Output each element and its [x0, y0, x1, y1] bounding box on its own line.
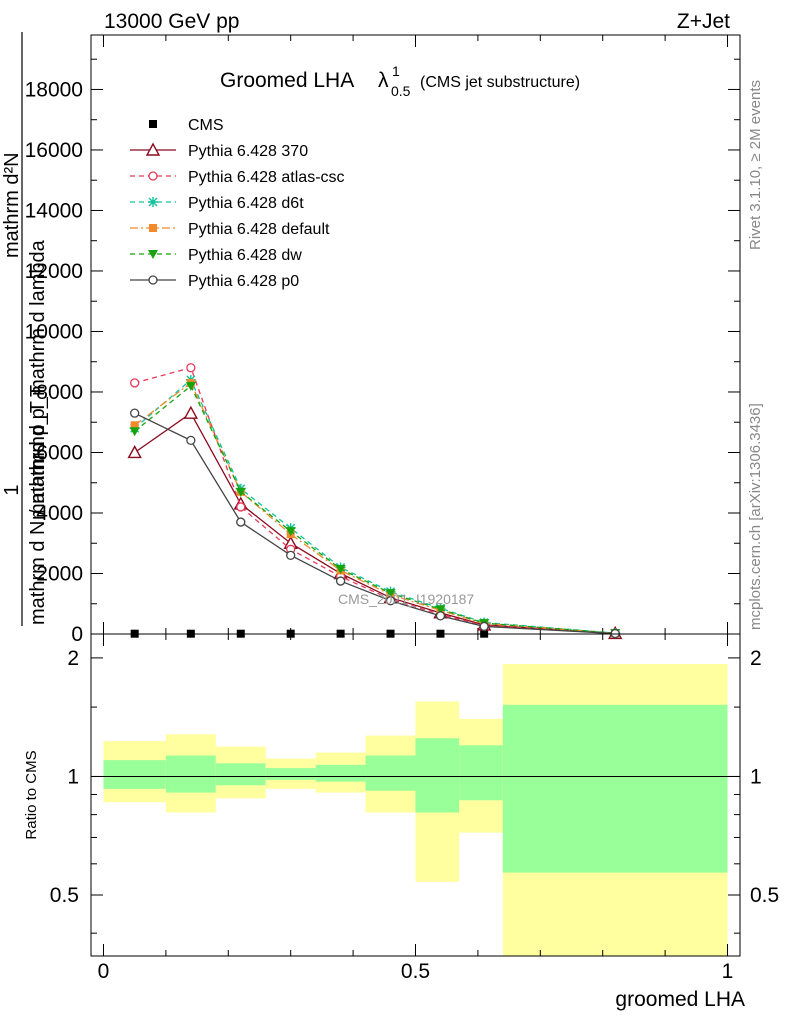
plot-title-suffix: (CMS jet substructure) — [420, 74, 580, 91]
data-point — [185, 381, 196, 391]
legend-marker — [148, 275, 158, 285]
legend-entry: Pythia 6.428 dw — [188, 247, 302, 264]
stat-uncertainty-band — [415, 738, 460, 813]
y-tick-label: 2000 — [36, 562, 83, 585]
stat-uncertainty-band — [459, 745, 503, 801]
data-point — [286, 550, 296, 560]
xlabel: groomed LHA — [615, 988, 745, 1011]
y-tick-label: 8000 — [36, 381, 83, 404]
main-axes: 0 2000 4000 6000 8000 10000 12000 14000 16000 180… — [25, 35, 740, 646]
y-tick-label: 16000 — [25, 139, 83, 162]
process-label: Z+Jet — [677, 10, 730, 33]
y-tick-label: 12000 — [25, 260, 83, 283]
analysis-watermark: CMS_2021_I1920187 — [338, 591, 474, 607]
ratio-ylabel: Ratio to CMS — [23, 750, 40, 839]
stat-uncertainty-band — [365, 755, 416, 791]
ratio-y-tick-label: 0.5 — [50, 884, 79, 907]
rivet-label: Rivet 3.1.10, ≥ 2M events — [747, 80, 764, 250]
y-tick-label: 0 — [71, 623, 83, 646]
legend-entry: Pythia 6.428 default — [188, 221, 330, 238]
x-tick-label: 0.5 — [401, 960, 430, 983]
ylabel-one: 1 — [1, 484, 23, 495]
data-point — [130, 378, 140, 388]
data-point — [385, 596, 396, 606]
x-tick-label: 1 — [722, 960, 734, 983]
data-point — [236, 517, 246, 527]
ratio-y-tick-label: 1 — [67, 765, 79, 788]
stat-uncertainty-band — [103, 760, 166, 789]
y-tick-label: 14000 — [25, 199, 83, 222]
stat-uncertainty-band — [265, 768, 316, 780]
ylabel-numerator: mathrm d²N — [1, 152, 23, 258]
legend-entry: Pythia 6.428 p0 — [188, 273, 299, 290]
legend-marker — [149, 120, 157, 128]
plot-title-sub: 0.5 — [391, 83, 411, 99]
data-point — [129, 427, 140, 437]
data-point — [127, 445, 142, 459]
energy-label: 13000 GeV pp — [104, 10, 239, 33]
legend-entry: Pythia 6.428 d6t — [188, 195, 304, 212]
data-point — [235, 487, 246, 497]
stat-uncertainty-band — [502, 704, 728, 873]
data-point — [183, 405, 199, 419]
stat-uncertainty-band — [165, 755, 216, 793]
data-point — [186, 435, 196, 446]
data-point — [285, 527, 296, 537]
mcplots-label: mcplots.cern.ch [arXiv:1306.3436] — [747, 403, 764, 630]
data-point — [236, 502, 246, 512]
stat-uncertainty-band — [315, 764, 366, 782]
main-series — [127, 363, 623, 640]
data-point — [385, 589, 396, 599]
data-point — [186, 363, 196, 373]
ratio-y-tick-label-right: 1 — [750, 765, 762, 788]
ratio-y-tick-label: 2 — [67, 647, 79, 670]
data-point — [479, 621, 489, 632]
stat-uncertainty-band — [215, 763, 266, 786]
plot-title-main: Groomed LHA — [220, 69, 354, 92]
legend: CMS Pythia 6.428 370 Pythia 6.428 atlas-cs… — [130, 117, 345, 290]
plot-title-lambda: λ — [378, 69, 389, 92]
data-point — [335, 564, 346, 574]
ratio-y-tick-label-right: 0.5 — [750, 884, 779, 907]
plot-title-sup: 1 — [392, 63, 400, 79]
legend-entry: Pythia 6.428 370 — [188, 143, 308, 160]
data-point — [130, 408, 140, 418]
ratio-bands — [103, 663, 728, 956]
data-point — [130, 421, 139, 430]
y-tick-label: 4000 — [36, 502, 83, 525]
plot-title: Groomed LHA λ 1 0.5 (CMS jet substructur… — [220, 63, 580, 99]
series-line — [134, 378, 616, 634]
data-point — [435, 611, 446, 621]
legend-marker — [148, 197, 158, 207]
legend-entry: Pythia 6.428 atlas-csc — [188, 169, 345, 186]
ratio-y-tick-label-right: 2 — [750, 647, 762, 670]
x-tick-label: 0 — [98, 960, 110, 983]
main-ylabel: 1 mathrm d N / mathrmd p_T mathrm d²N ma… — [1, 32, 49, 626]
legend-marker — [145, 142, 161, 156]
y-tick-label: 10000 — [25, 320, 83, 343]
legend-marker — [148, 250, 158, 259]
ylabel-numerator-rest: mathrmd p_T mathrm d lambda — [27, 239, 49, 520]
y-tick-label: 18000 — [25, 78, 83, 101]
y-tick-label: 6000 — [36, 441, 83, 464]
legend-entry: CMS — [188, 117, 224, 134]
data-point — [335, 576, 346, 586]
ylabel-denominator: mathrm d N / mathrmd p_T — [27, 385, 49, 625]
data-point — [435, 605, 446, 615]
legend-marker — [148, 171, 158, 181]
legend-marker — [149, 224, 157, 232]
